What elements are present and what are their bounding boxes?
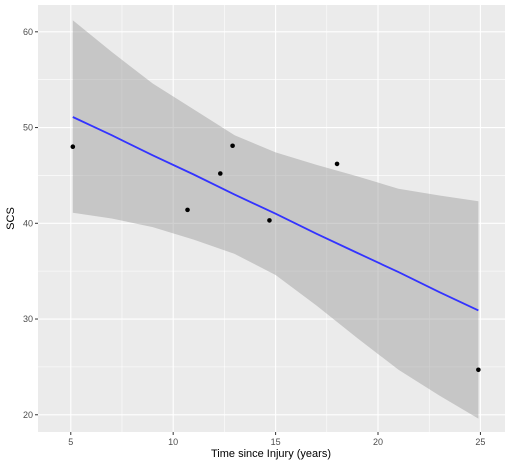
minor-gridlines [38, 5, 505, 432]
y-tick-label: 30 [23, 314, 33, 324]
plot-panel [38, 5, 505, 432]
data-points-layer [70, 143, 481, 373]
x-tick-label: 10 [168, 437, 178, 447]
y-tick-label: 50 [23, 123, 33, 133]
y-axis-title: SCS [5, 207, 17, 230]
x-tick-label: 20 [373, 437, 383, 447]
x-axis-title: Time since Injury (years) [211, 448, 331, 460]
regression-line [72, 116, 479, 312]
data-point [230, 143, 235, 149]
major-gridlines [38, 5, 505, 432]
y-tick-label: 20 [23, 410, 33, 420]
y-tick-label: 40 [23, 218, 33, 228]
regression-line-layer [72, 116, 479, 312]
data-point [217, 171, 223, 176]
confidence-band [72, 20, 479, 419]
x-tick-label: 15 [271, 437, 281, 447]
confidence-band-layer [72, 20, 479, 419]
data-point [185, 207, 190, 213]
x-axis-ticks: 5 10 15 20 25 [68, 432, 485, 447]
y-tick-label: 60 [23, 27, 33, 37]
data-point [267, 218, 272, 223]
x-tick-label: 25 [475, 437, 485, 447]
x-tick-label: 5 [68, 437, 73, 447]
y-axis-ticks: 20 30 40 50 60 [23, 27, 38, 420]
data-point [70, 144, 76, 149]
data-point [334, 161, 340, 167]
data-point [476, 367, 481, 373]
